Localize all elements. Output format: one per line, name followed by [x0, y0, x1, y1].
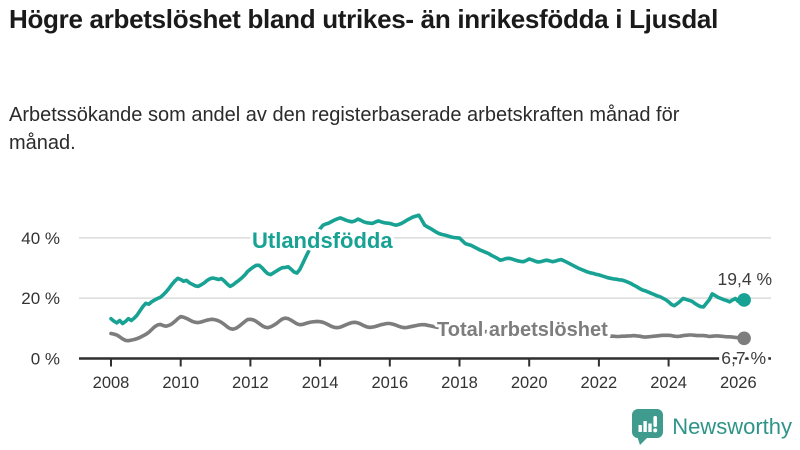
- newsworthy-logo-icon: [632, 409, 664, 445]
- page-subtitle: Arbetssökande som andel av den registerb…: [9, 104, 680, 155]
- x-tick-label-2022: 2022: [581, 374, 618, 392]
- series-end-dot-total-arbetsloshet: [737, 331, 751, 346]
- gridlines-layer: [79, 237, 771, 299]
- y-tick-label-40: 40 %: [21, 229, 60, 248]
- newsworthy-brand-text: Newsworthy: [672, 414, 792, 439]
- end-value-label-utlandsfodda: 19,4 %: [718, 269, 772, 289]
- end-value-label-total: 6,7 %: [721, 348, 766, 368]
- y-tick-label-20: 20 %: [21, 289, 60, 308]
- y-axis-labels-layer: 0 % 20 % 40 %: [21, 229, 60, 369]
- series-lines-layer: [109, 213, 746, 343]
- series-end-dots-layer: [737, 293, 751, 346]
- y-tick-label-0: 0 %: [31, 350, 60, 369]
- series-line-total-arbetsloshet: [109, 314, 746, 343]
- newsworthy-brand-link[interactable]: Newsworthy: [631, 408, 792, 446]
- series-label-total-arbetsloshet: Total arbetslöshet: [437, 319, 608, 341]
- x-tick-label-2026: 2026: [720, 374, 757, 392]
- x-tick-label-2018: 2018: [441, 374, 478, 392]
- x-tick-label-2012: 2012: [232, 374, 269, 392]
- x-tick-label-2010: 2010: [162, 374, 199, 392]
- x-axis-layer: [79, 357, 771, 367]
- x-tick-label-2008: 2008: [93, 374, 130, 392]
- series-end-dot-utlandsfodda: [737, 293, 751, 307]
- series-label-utlandsfodda: Utlandsfödda: [252, 228, 393, 253]
- x-tick-label-2024: 2024: [650, 374, 687, 392]
- page-title: Högre arbetslöshet bland utrikes- än inr…: [9, 4, 719, 34]
- x-tick-label-2016: 2016: [371, 374, 408, 392]
- x-axis-labels-layer: 2008 2010 2012 2014 2016 2018 2020 2022 2024 2026: [93, 374, 757, 392]
- x-tick-label-2020: 2020: [511, 374, 548, 392]
- series-line-utlandsfodda: [109, 213, 746, 326]
- x-tick-label-2014: 2014: [302, 374, 339, 392]
